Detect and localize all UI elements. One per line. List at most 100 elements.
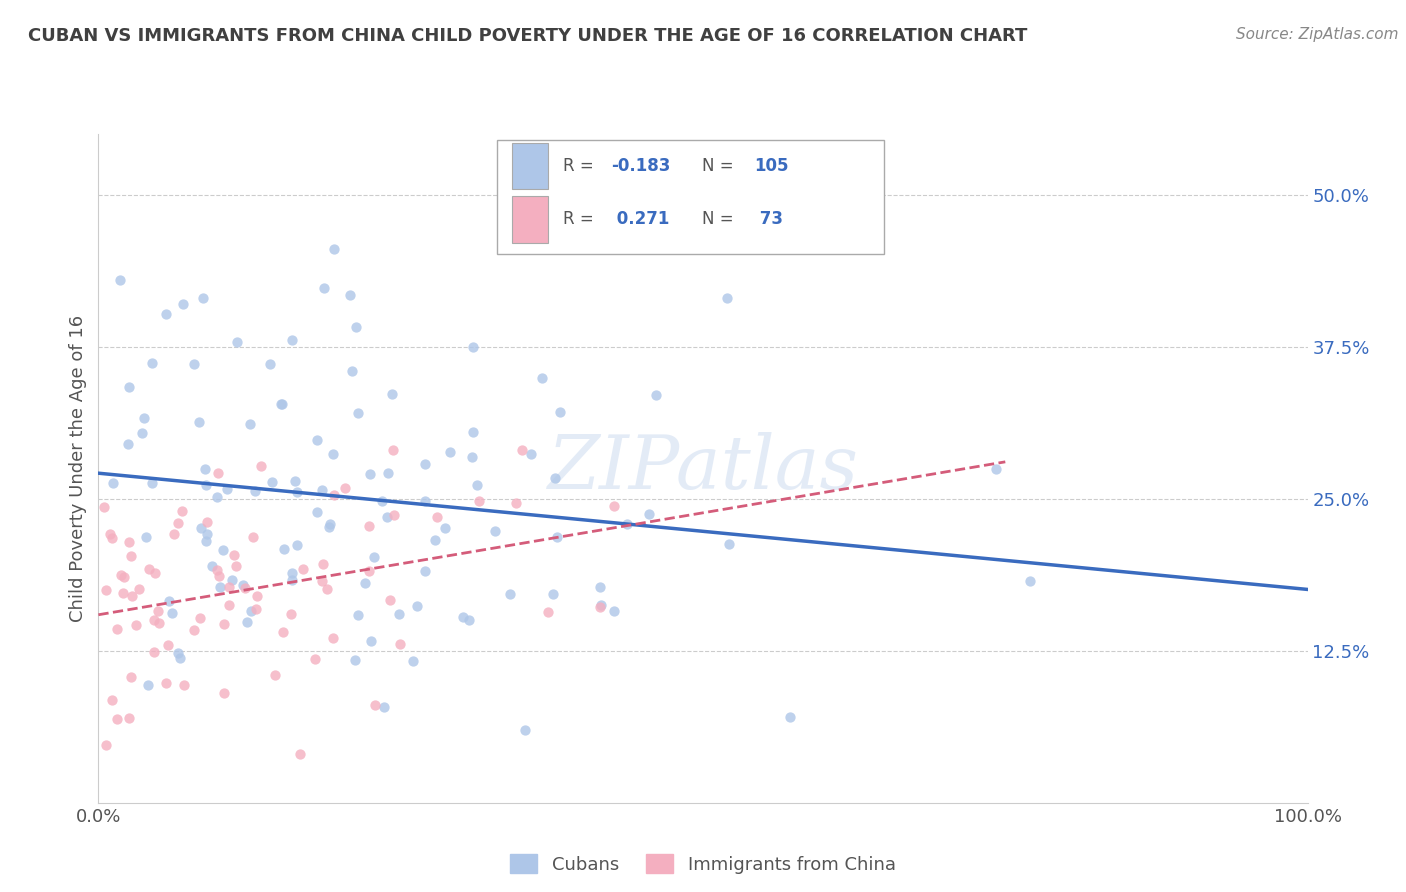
Point	[112, 570, 135, 584]
Point	[143, 566, 166, 580]
Point	[339, 287, 361, 301]
Point	[544, 471, 567, 485]
Point	[141, 475, 163, 490]
Point	[603, 499, 626, 513]
Point	[322, 631, 344, 645]
Point	[194, 533, 217, 548]
Point	[143, 614, 166, 628]
Bar	[498, 140, 884, 254]
Point	[457, 613, 479, 627]
Point	[451, 610, 474, 624]
Point	[118, 380, 141, 394]
Point	[233, 582, 256, 596]
Point	[110, 568, 132, 582]
Point	[120, 670, 142, 684]
Point	[117, 437, 139, 451]
Point	[225, 558, 247, 573]
Y-axis label: Child Poverty Under the Age of 16: Child Poverty Under the Age of 16	[69, 315, 87, 622]
Point	[311, 483, 333, 497]
Point	[637, 507, 659, 521]
Point	[520, 447, 543, 461]
Point	[616, 516, 638, 531]
Point	[242, 530, 264, 544]
Point	[322, 447, 344, 461]
Point	[218, 598, 240, 612]
Point	[155, 676, 177, 690]
Point	[111, 586, 134, 600]
Point	[183, 623, 205, 637]
Point	[98, 526, 121, 541]
Point	[779, 710, 801, 724]
Point	[259, 357, 281, 371]
Point	[340, 364, 363, 378]
Point	[103, 476, 125, 491]
Point	[541, 587, 564, 601]
Point	[101, 693, 124, 707]
Point	[589, 598, 612, 612]
Point	[135, 530, 157, 544]
Point	[413, 564, 436, 578]
Point	[343, 653, 366, 667]
Point	[359, 467, 381, 482]
Point	[285, 538, 308, 552]
Point	[101, 531, 124, 545]
Point	[156, 638, 179, 652]
Point	[357, 564, 380, 578]
Point	[984, 461, 1007, 475]
Point	[360, 634, 382, 648]
Point	[208, 568, 231, 582]
Point	[280, 333, 302, 347]
Point	[280, 566, 302, 581]
Point	[311, 574, 333, 588]
Point	[415, 494, 437, 508]
Point	[382, 508, 405, 522]
Point	[316, 582, 339, 597]
Point	[239, 417, 262, 432]
Point	[285, 484, 308, 499]
Point	[163, 527, 186, 541]
Point	[105, 623, 128, 637]
Point	[260, 475, 283, 489]
Point	[364, 698, 387, 712]
Point	[271, 397, 294, 411]
Point	[249, 459, 271, 474]
Text: N =: N =	[702, 211, 738, 228]
Point	[463, 425, 485, 440]
Point	[93, 500, 115, 515]
Point	[550, 404, 572, 418]
Point	[232, 578, 254, 592]
Point	[194, 461, 217, 475]
Bar	[512, 143, 548, 189]
Point	[143, 645, 166, 659]
Point	[207, 563, 229, 577]
Point	[188, 610, 211, 624]
Point	[363, 550, 385, 565]
Point	[108, 273, 131, 287]
Point	[195, 526, 218, 541]
Point	[273, 542, 295, 557]
Point	[318, 519, 340, 533]
Text: Source: ZipAtlas.com: Source: ZipAtlas.com	[1236, 27, 1399, 42]
Point	[510, 443, 533, 458]
Point	[271, 624, 294, 639]
Point	[347, 406, 370, 420]
Text: 0.271: 0.271	[612, 211, 669, 228]
Point	[716, 291, 738, 305]
Point	[240, 604, 263, 618]
Point	[291, 562, 314, 576]
Point	[373, 699, 395, 714]
Point	[388, 607, 411, 621]
Point	[718, 536, 741, 550]
Point	[207, 466, 229, 480]
Text: 105: 105	[754, 157, 789, 175]
Point	[499, 587, 522, 601]
Text: N =: N =	[702, 157, 738, 175]
Point	[212, 542, 235, 557]
Point	[246, 589, 269, 603]
Point	[515, 723, 537, 737]
Point	[190, 521, 212, 535]
Point	[172, 297, 194, 311]
Point	[346, 319, 368, 334]
Point	[155, 307, 177, 321]
Point	[359, 519, 381, 533]
